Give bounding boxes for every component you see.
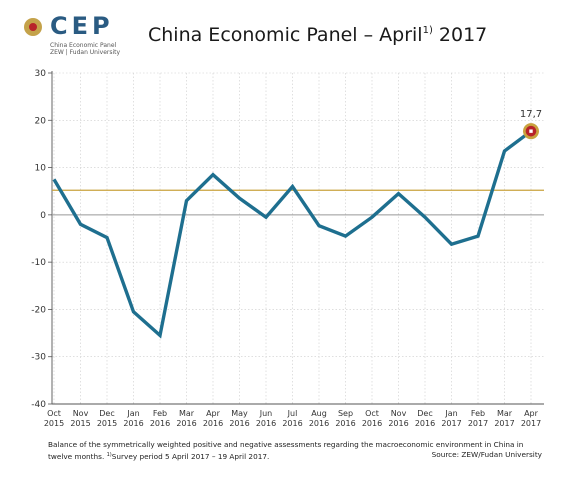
caption-line-1: Balance of the symmetrically weighted po…	[48, 440, 524, 449]
x-tick-label-month: Feb	[153, 409, 167, 418]
x-tick-label-year: 2015	[44, 419, 64, 428]
x-tick-label-year: 2015	[70, 419, 90, 428]
x-tick-label-month: Jan	[444, 409, 457, 418]
x-tick-label-year: 2017	[468, 419, 488, 428]
source-note: Source: ZEW/Fudan University	[431, 450, 542, 459]
reference-lines	[52, 189, 544, 216]
x-tick-label-year: 2016	[123, 419, 143, 428]
x-tick-label-year: 2016	[256, 419, 276, 428]
x-tick-label-month: Apr	[206, 409, 221, 418]
x-tick-label-month: May	[231, 409, 248, 418]
x-tick-label-year: 2016	[362, 419, 382, 428]
y-tick-label: 30	[35, 69, 47, 79]
series	[52, 123, 539, 339]
x-tick-label-month: Jun	[259, 409, 273, 418]
x-tick-label-year: 2017	[494, 419, 514, 428]
x-tick-label-year: 2016	[282, 419, 302, 428]
y-tick-label: -30	[31, 353, 46, 363]
x-tick-label-year: 2016	[309, 419, 329, 428]
tick-labels: 3020100-10-20-30-40Oct2015Nov2015Dec2015…	[31, 69, 542, 428]
y-tick-label: 10	[35, 164, 47, 174]
caption-footnote-mark: 1)	[106, 452, 112, 458]
y-tick-label: -20	[31, 305, 46, 315]
x-tick-label-year: 2016	[150, 419, 170, 428]
x-tick-label-year: 2016	[203, 419, 223, 428]
y-tick-label: -40	[31, 400, 46, 410]
caption-line-2-prefix: twelve months.	[48, 452, 107, 461]
logo-subtitle-line1: China Economic Panel	[50, 42, 117, 49]
chart-title: China Economic Panel – April1) 2017	[148, 24, 487, 46]
y-tick-label: -10	[31, 258, 46, 268]
logo-subtitle-line2: ZEW | Fudan University	[50, 49, 121, 56]
x-tick-label-month: Dec	[99, 409, 114, 418]
x-tick-label-year: 2017	[441, 419, 461, 428]
x-tick-label-month: Nov	[391, 409, 407, 418]
x-tick-label-month: Oct	[47, 409, 61, 418]
line-chart: 3020100-10-20-30-40Oct2015Nov2015Dec2015…	[31, 69, 544, 428]
x-tick-label-year: 2017	[521, 419, 541, 428]
x-tick-label-month: Nov	[73, 409, 89, 418]
x-tick-label-year: 2015	[97, 419, 117, 428]
logo-wordmark: CEP	[50, 12, 114, 40]
chart-title-footnote-mark: 1)	[422, 25, 433, 36]
axes	[48, 71, 544, 405]
chart-caption: Balance of the symmetrically weighted po…	[48, 440, 548, 462]
x-tick-label-month: Mar	[497, 409, 513, 418]
caption-line-2: twelve months. 1)Survey period 5 April 2…	[48, 450, 548, 462]
caption-line-2-rest: Survey period 5 April 2017 – 19 April 20…	[111, 452, 270, 461]
x-tick-label-year: 2016	[415, 419, 435, 428]
logo-emblem-dot	[29, 23, 37, 31]
x-tick-label-month: Feb	[471, 409, 485, 418]
x-tick-label-month: Jul	[287, 409, 298, 418]
x-tick-label-month: Apr	[524, 409, 539, 418]
x-tick-label-year: 2016	[176, 419, 196, 428]
x-tick-label-month: Dec	[417, 409, 432, 418]
chart-title-year: 2017	[432, 24, 488, 46]
x-tick-label-year: 2016	[388, 419, 408, 428]
series-line	[52, 129, 533, 339]
data-label-last-value: 17,7	[520, 109, 542, 120]
cep-logo: CEP China Economic Panel ZEW | Fudan Uni…	[22, 12, 122, 56]
x-tick-label-month: Sep	[338, 409, 353, 418]
x-tick-label-month: Oct	[365, 409, 379, 418]
x-tick-label-month: Aug	[311, 409, 327, 418]
x-tick-label-year: 2016	[335, 419, 355, 428]
y-tick-label: 20	[35, 116, 47, 126]
x-tick-label-year: 2016	[229, 419, 249, 428]
y-tick-label: 0	[40, 211, 46, 221]
x-tick-label-month: Jan	[126, 409, 139, 418]
last-value-marker-center	[529, 129, 533, 133]
chart-title-main: China Economic Panel – April	[148, 24, 423, 46]
x-tick-label-month: Mar	[179, 409, 195, 418]
